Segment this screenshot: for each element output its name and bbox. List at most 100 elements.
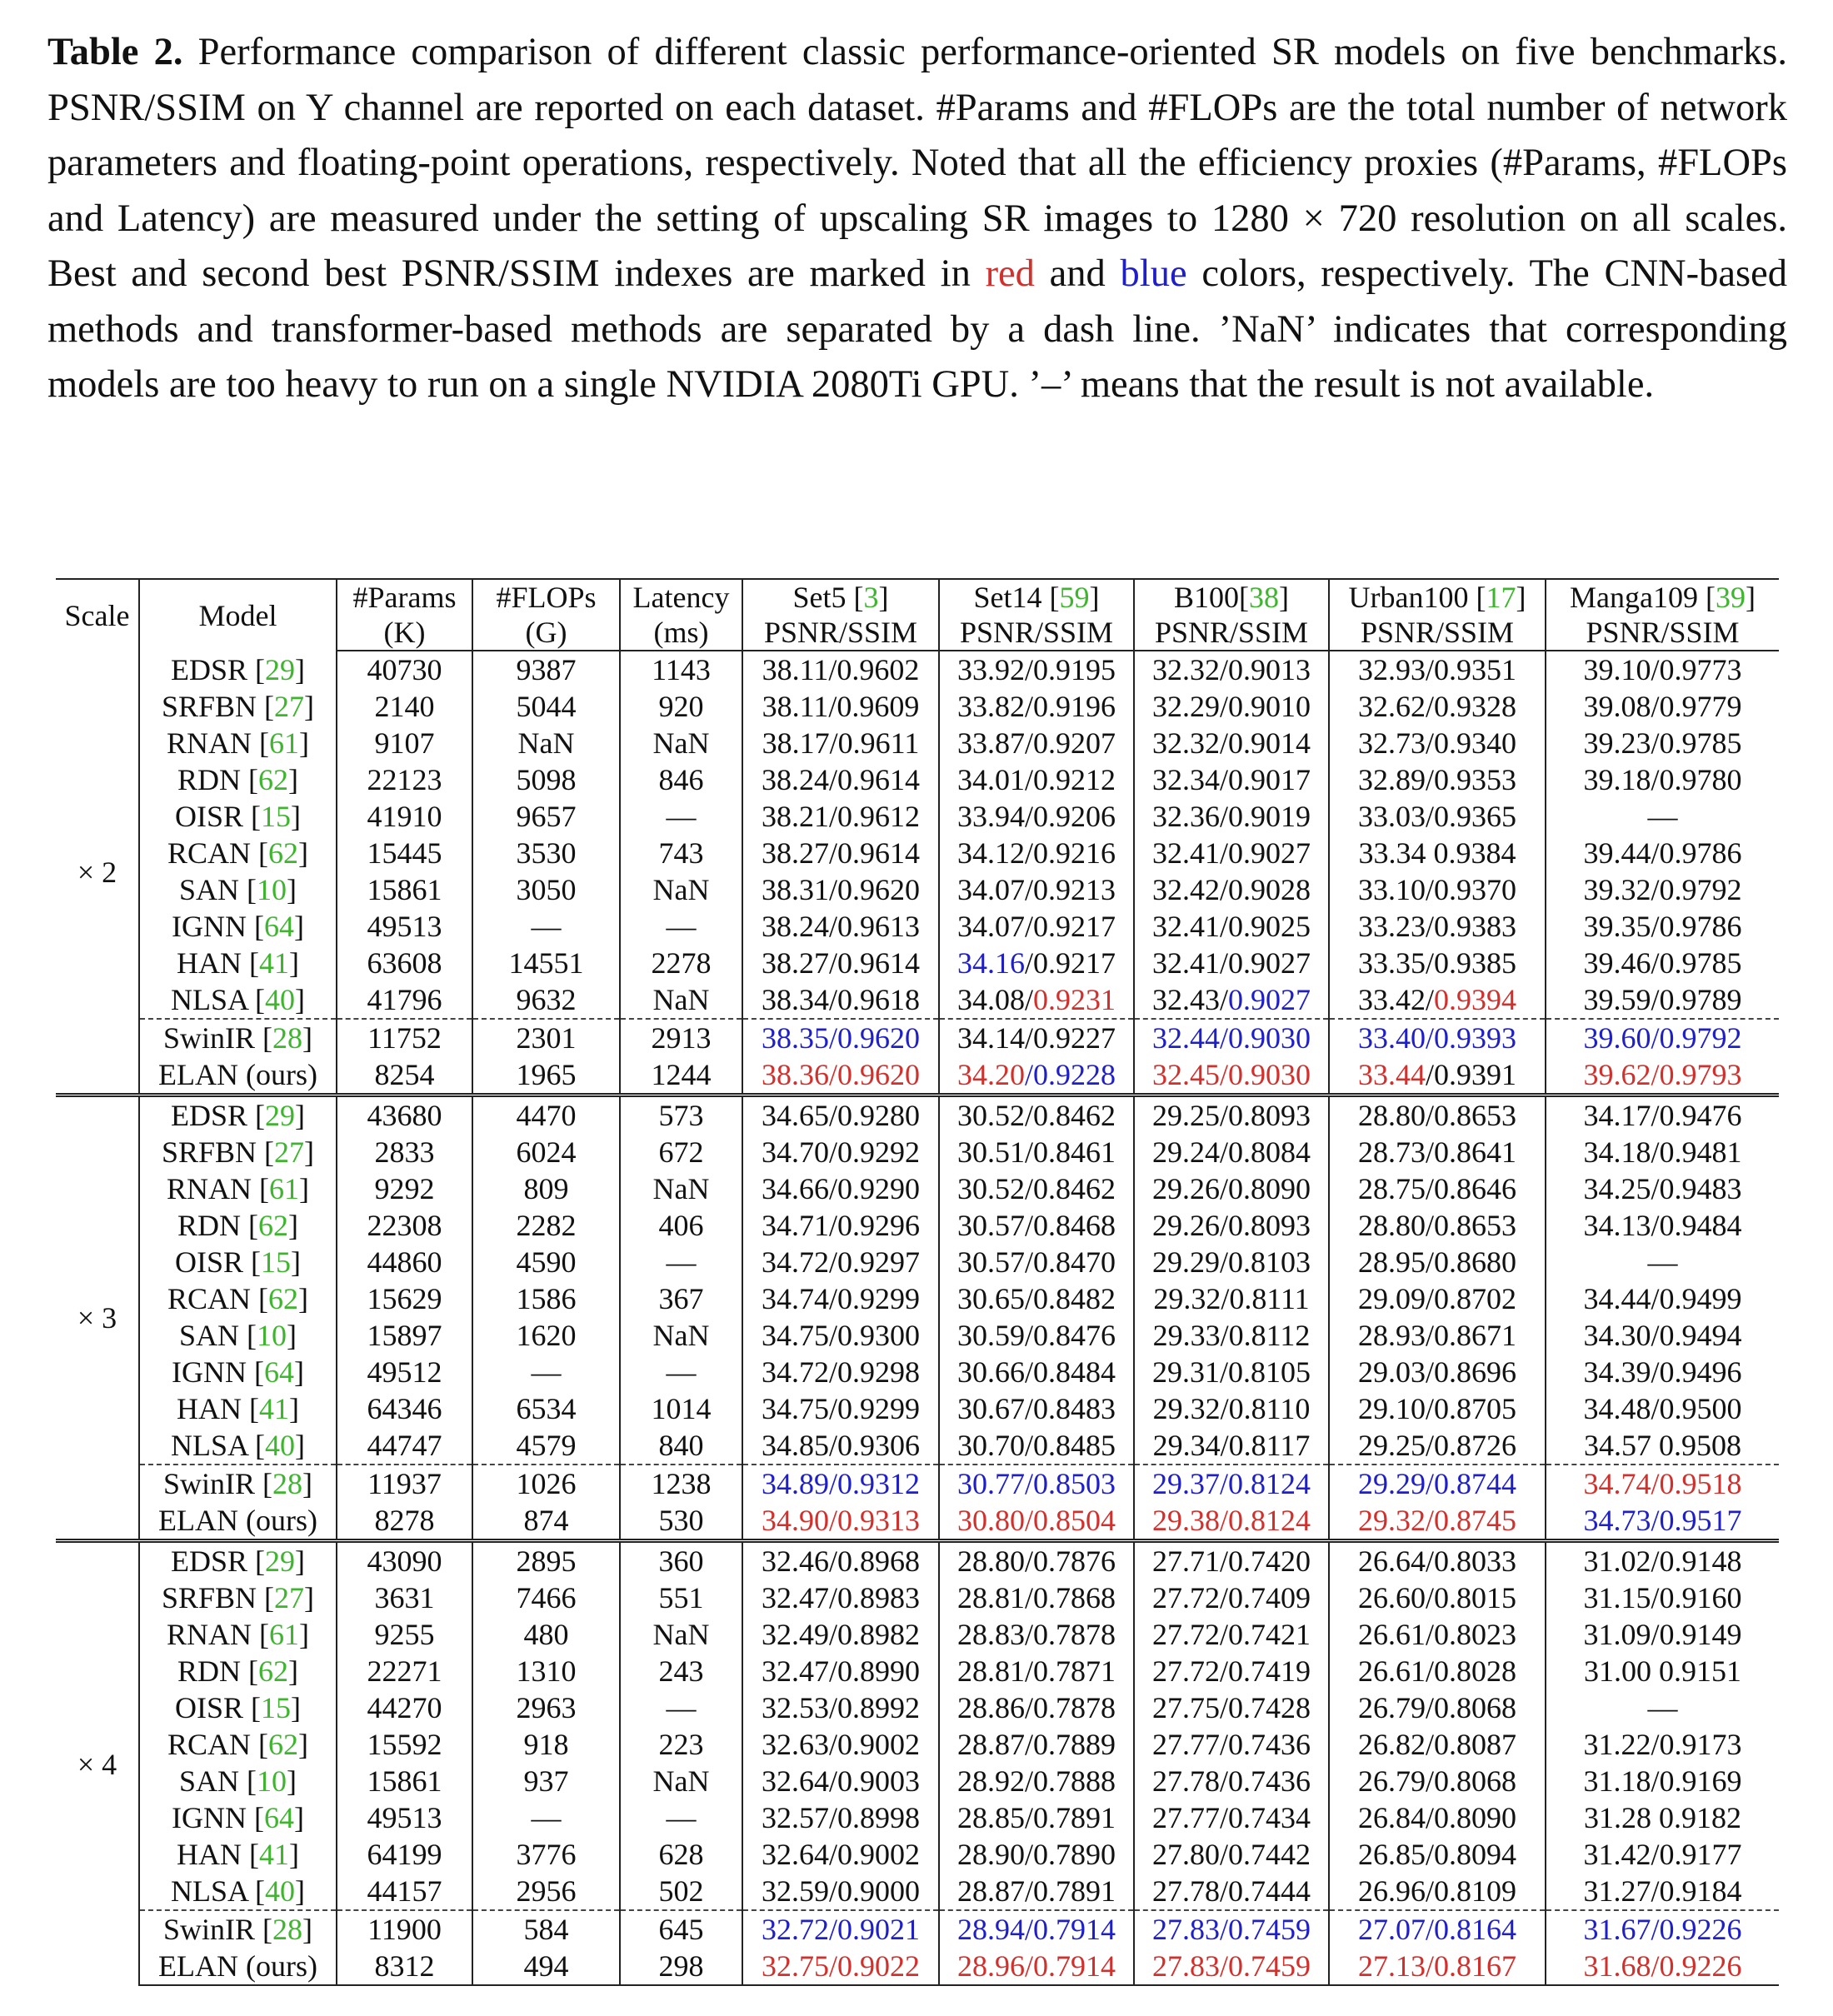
model-cell: SwinIR [28] xyxy=(138,1018,337,1056)
params-cell: 2140 xyxy=(336,688,472,725)
metric-value: 32.41/0.9027 xyxy=(1151,836,1311,870)
psnr-ssim-cell: 30.66/0.8484 xyxy=(938,1354,1134,1390)
table-row: HAN [41] 63608 14551 2278 38.27/0.9614 34.16/… xyxy=(56,945,1779,981)
psnr-ssim-cell: 32.32/0.9014 xyxy=(1133,725,1329,761)
metric-value: 27.72/0.7421 xyxy=(1151,1618,1311,1651)
table-row: SAN [10] 15861 937 NaN 32.64/0.9003 28.92/0.7… xyxy=(56,1763,1779,1799)
table-group: × 4 EDSR [29] 43090 2895 360 32.46/0.8968 28.8… xyxy=(56,1539,1779,1986)
metric-value: 39.10/0.9773 xyxy=(1583,653,1742,686)
psnr-ssim-cell: 26.85/0.8094 xyxy=(1328,1836,1546,1873)
citation: 28 xyxy=(272,1913,303,1946)
psnr-ssim-cell: 34.12/0.9216 xyxy=(938,835,1134,871)
params-cell: 43090 xyxy=(336,1539,472,1579)
metric-value: 34.57 0.9508 xyxy=(1584,1429,1741,1462)
params-cell: 40730 xyxy=(336,651,472,688)
metric-value: 34.12/0.9216 xyxy=(956,836,1116,870)
params-cell: 9255 xyxy=(336,1616,472,1653)
psnr-ssim-cell: 27.72/0.7419 xyxy=(1133,1653,1329,1689)
psnr-ssim-cell: 32.63/0.9002 xyxy=(742,1726,939,1763)
psnr-ssim-cell: 34.01/0.9212 xyxy=(938,761,1134,798)
caption-text: and xyxy=(1034,252,1121,295)
psnr-ssim-cell: 32.59/0.9000 xyxy=(742,1873,939,1910)
latency-cell: 645 xyxy=(619,1909,742,1948)
metric-value: — xyxy=(1647,1691,1678,1724)
metric-value: 32.59/0.9000 xyxy=(761,1874,920,1908)
citation: 40 xyxy=(265,1874,296,1908)
metric-value: 31.27/0.9184 xyxy=(1583,1874,1742,1908)
model-name: EDSR xyxy=(170,1099,248,1132)
params-cell: 49513 xyxy=(336,908,472,945)
metric-value: 33.92/0.9195 xyxy=(956,653,1116,686)
model-cell: RNAN [61] xyxy=(138,1170,337,1207)
psnr-ssim-cell: 33.87/0.9207 xyxy=(938,725,1134,761)
header-params: #Params xyxy=(336,578,472,615)
metric-value: 34.39/0.9496 xyxy=(1583,1355,1742,1389)
model-cell: EDSR [29] xyxy=(138,651,337,688)
psnr-ssim-cell: 34.57 0.9508 xyxy=(1545,1427,1779,1465)
metric-value: 32.44/0.9030 xyxy=(1151,1021,1311,1055)
metric-value: 33.23/0.9383 xyxy=(1357,910,1516,943)
metric-value: 34.16 xyxy=(956,946,1025,980)
latency-cell: 672 xyxy=(619,1134,742,1170)
metric-value: 33.94/0.9206 xyxy=(956,800,1116,833)
metric-value: 29.26/0.8093 xyxy=(1151,1209,1311,1242)
psnr-ssim-cell: 28.85/0.7891 xyxy=(938,1799,1134,1836)
flops-cell: — xyxy=(472,1354,620,1390)
psnr-ssim-cell: 39.35/0.9786 xyxy=(1545,908,1779,945)
psnr-ssim-cell: 28.93/0.8671 xyxy=(1328,1317,1546,1354)
metric-value: 28.85/0.7891 xyxy=(956,1801,1116,1834)
citation: 64 xyxy=(263,910,294,943)
metric-value: 29.33/0.8112 xyxy=(1152,1319,1311,1352)
flops-cell: NaN xyxy=(472,725,620,761)
psnr-ssim-cell: 34.25/0.9483 xyxy=(1545,1170,1779,1207)
psnr-ssim-cell: 39.60/0.9792 xyxy=(1545,1018,1779,1056)
metric-value: 32.43/ xyxy=(1151,983,1228,1016)
model-cell: RDN [62] xyxy=(138,1207,337,1244)
metric-value: 32.49/0.8982 xyxy=(761,1618,920,1651)
psnr-ssim-cell: 38.11/0.9602 xyxy=(742,651,939,688)
psnr-ssim-cell: 34.71/0.9296 xyxy=(742,1207,939,1244)
metric-value: — xyxy=(1647,800,1678,833)
metric-value: 31.42/0.9177 xyxy=(1583,1838,1742,1871)
metric-value: 28.92/0.7888 xyxy=(956,1764,1116,1798)
metric-value: 34.66/0.9290 xyxy=(761,1172,920,1205)
metric-value: 28.94/0.7914 xyxy=(956,1913,1116,1946)
psnr-ssim-cell: 26.61/0.8028 xyxy=(1328,1653,1546,1689)
psnr-ssim-cell: 30.57/0.8468 xyxy=(938,1207,1134,1244)
psnr-ssim-cell: 33.35/0.9385 xyxy=(1328,945,1546,981)
metric-value: 27.13/0.8167 xyxy=(1357,1949,1516,1983)
metric-value: 29.37/0.8124 xyxy=(1151,1467,1311,1500)
metric-value: 29.10/0.8705 xyxy=(1357,1392,1516,1425)
metric-value: 27.71/0.7420 xyxy=(1151,1544,1311,1578)
scale-cell: × 4 xyxy=(56,1539,139,1985)
header-dataset: Set14 [59] xyxy=(938,578,1134,615)
metric-value: 30.52/0.8462 xyxy=(956,1099,1116,1132)
metric-value: 27.72/0.7419 xyxy=(1151,1654,1311,1688)
model-name: RNAN xyxy=(166,1172,252,1205)
metric-value: 29.09/0.8702 xyxy=(1357,1282,1516,1315)
metric-value: 29.31/0.8105 xyxy=(1151,1355,1311,1389)
psnr-ssim-cell: 26.82/0.8087 xyxy=(1328,1726,1546,1763)
metric-value: 34.89/0.9312 xyxy=(761,1467,920,1500)
metric-value: 32.57/0.8998 xyxy=(761,1801,920,1834)
psnr-ssim-cell: 34.90/0.9313 xyxy=(742,1502,939,1541)
model-name: SRFBN xyxy=(161,1581,257,1614)
header-flops: #FLOPs xyxy=(472,578,620,615)
citation: 62 xyxy=(268,1728,299,1761)
model-name: ELAN (ours) xyxy=(158,1949,317,1983)
psnr-ssim-cell: 28.80/0.8653 xyxy=(1328,1207,1546,1244)
metric-value: 31.00 0.9151 xyxy=(1584,1654,1741,1688)
psnr-ssim-cell: 32.64/0.9002 xyxy=(742,1836,939,1873)
params-cell: 22123 xyxy=(336,761,472,798)
params-cell: 44860 xyxy=(336,1244,472,1280)
params-cell: 64346 xyxy=(336,1390,472,1427)
flops-cell: 1620 xyxy=(472,1317,620,1354)
table-row: RNAN [61] 9292 809 NaN 34.66/0.9290 30.52/0.8… xyxy=(56,1170,1779,1207)
flops-cell: 6024 xyxy=(472,1134,620,1170)
latency-cell: 502 xyxy=(619,1873,742,1910)
psnr-ssim-cell: 30.52/0.8462 xyxy=(938,1170,1134,1207)
metric-value: 30.77/0.8503 xyxy=(956,1467,1116,1500)
psnr-ssim-cell: 38.31/0.9620 xyxy=(742,871,939,908)
flops-cell: 4579 xyxy=(472,1427,620,1465)
table-group: × 2 EDSR [29] 40730 9387 1143 38.11/0.9602 33.… xyxy=(56,651,1779,1095)
